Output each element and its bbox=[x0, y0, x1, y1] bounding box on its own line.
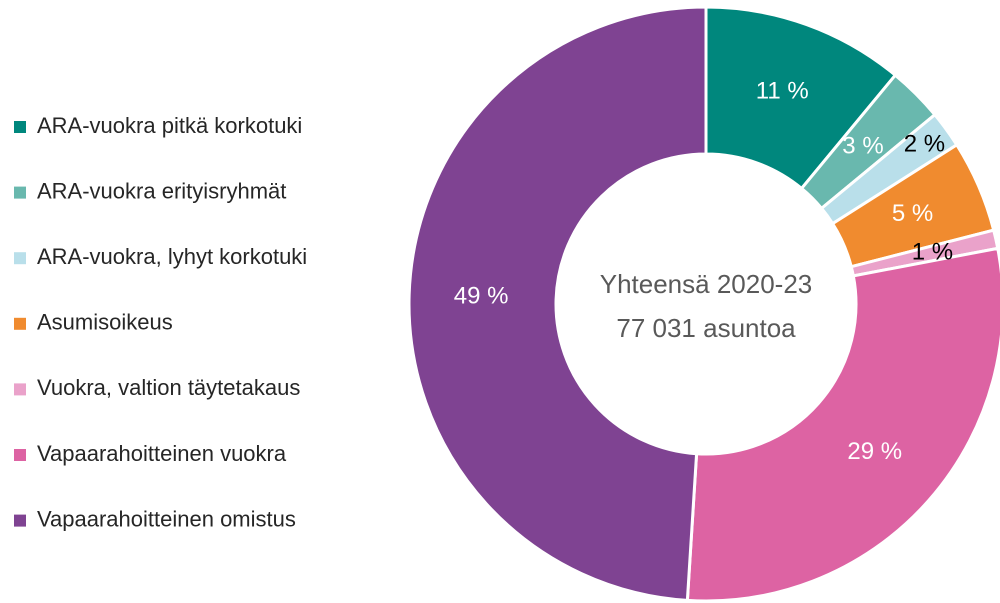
slice bbox=[407, 5, 708, 603]
data-label: 11 % bbox=[756, 78, 809, 105]
data-label: 1 % bbox=[912, 239, 953, 266]
legend-label: Vapaarahoitteinen omistus bbox=[37, 506, 296, 531]
data-label: 2 % bbox=[904, 131, 945, 158]
legend-label: ARA-vuokra, lyhyt korkotuki bbox=[37, 244, 307, 269]
data-label: 29 % bbox=[847, 438, 902, 465]
legend-swatch bbox=[14, 317, 26, 330]
legend-label: ARA-vuokra erityisryhmät bbox=[37, 178, 286, 203]
legend-swatch bbox=[14, 383, 26, 396]
legend-label: Vapaarahoitteinen vuokra bbox=[37, 441, 287, 466]
data-label: 5 % bbox=[892, 200, 933, 227]
center-label: Yhteensä 2020-23 bbox=[600, 269, 813, 299]
legend-label: Asumisoikeus bbox=[37, 310, 173, 335]
data-label: 49 % bbox=[454, 282, 509, 309]
legend-swatch bbox=[14, 121, 26, 133]
data-labels: 11 % 3 % 2 % 5 % 1 % 29 % 49 % bbox=[454, 78, 953, 465]
donut bbox=[407, 5, 1000, 603]
center-label: 77 031 asuntoa bbox=[616, 313, 796, 343]
legend-swatch bbox=[14, 252, 26, 265]
legend: ARA-vuokra pitkä korkotuki ARA-vuokra eri… bbox=[14, 113, 307, 531]
legend-label: ARA-vuokra pitkä korkotuki bbox=[37, 113, 302, 138]
legend-swatch bbox=[14, 514, 26, 527]
slice bbox=[685, 246, 1000, 603]
legend-swatch bbox=[14, 449, 26, 461]
data-label: 3 % bbox=[842, 132, 883, 159]
legend-swatch bbox=[14, 186, 26, 199]
legend-label: Vuokra, valtion täytetakaus bbox=[37, 375, 300, 400]
